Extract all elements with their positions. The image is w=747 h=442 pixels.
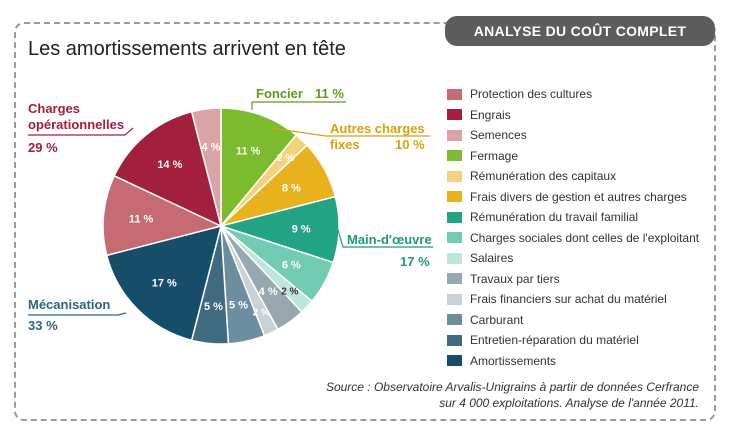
legend-swatch xyxy=(447,232,462,244)
pie-slice-label-4: 9 % xyxy=(292,224,311,236)
pie-slice-label-9: 5 % xyxy=(229,299,248,311)
legend-label: Protection des cultures xyxy=(470,87,593,102)
legend-swatch xyxy=(447,273,462,285)
legend-item: Carburant xyxy=(447,310,699,331)
legend-item: Rémunération des capitaux xyxy=(447,166,699,187)
legend-swatch xyxy=(447,129,462,141)
legend-label: Frais financiers sur achat du matériel xyxy=(470,292,667,307)
legend-label: Amortissements xyxy=(470,353,557,368)
legend-item: Amortissements xyxy=(447,351,699,372)
pie-slice-label-13: 14 % xyxy=(157,159,182,171)
legend-label: Charges sociales dont celles de l'exploi… xyxy=(470,230,700,245)
pie-slice-label-14: 4 % xyxy=(201,141,220,153)
pie-slice-label-3: 8 % xyxy=(282,182,301,194)
section-tag: ANALYSE DU COÛT COMPLET xyxy=(445,16,715,46)
legend-swatch xyxy=(447,150,462,162)
legend-item: Salaires xyxy=(447,248,699,269)
legend-label: Frais divers de gestion et autres charge… xyxy=(470,189,687,204)
legend-item: Rémunération du travail familial xyxy=(447,207,699,228)
pie-slice-1 xyxy=(220,107,298,229)
group-pct-1: 11 % xyxy=(315,86,344,101)
legend-item: Engrais xyxy=(447,105,699,126)
legend-label: Salaires xyxy=(470,251,514,266)
legend-label: Semences xyxy=(470,128,527,143)
legend-item: Entretien-réparation du matériel xyxy=(447,330,699,351)
pie-slices xyxy=(102,107,340,345)
legend-label: Carburant xyxy=(470,312,524,327)
legend-label: Fermage xyxy=(470,148,519,163)
legend-item: Protection des cultures xyxy=(447,84,699,105)
legend-swatch xyxy=(447,191,462,203)
pie-slice-label-8: 2 % xyxy=(253,307,270,318)
group-leader-line-4 xyxy=(28,312,127,316)
source-note: Source : Observatoire Arvalis-Unigrains … xyxy=(326,379,699,411)
group-label-1: Foncier xyxy=(256,86,303,101)
legend-label: Rémunération des capitaux xyxy=(470,169,617,184)
legend-swatch xyxy=(447,211,462,223)
group-label-3: Main-d'œuvre xyxy=(347,232,432,247)
chart-title: Les amortissements arrivent en tête xyxy=(28,38,346,60)
legend-label: Rémunération du travail familial xyxy=(470,210,639,225)
legend-label: Entretien-réparation du matériel xyxy=(470,333,639,348)
legend-swatch xyxy=(447,314,462,326)
pie-slice-labels: 11 %2 %8 %9 %6 %2 %4 %2 %5 %5 %17 %11 %1… xyxy=(129,141,311,318)
legend-label: Engrais xyxy=(470,107,511,122)
legend-swatch xyxy=(447,334,462,346)
group-label-2: Autres charges fixes xyxy=(330,121,425,152)
legend-item: Travaux par tiers xyxy=(447,269,699,290)
pie-slice-label-2: 2 % xyxy=(277,153,294,164)
legend-swatch xyxy=(447,88,462,100)
group-pct-3: 17 % xyxy=(400,254,430,269)
group-leader-line-1 xyxy=(251,101,346,110)
legend-item: Frais divers de gestion et autres charge… xyxy=(447,187,699,208)
legend-item: Charges sociales dont celles de l'exploi… xyxy=(447,228,699,249)
pie-slice-label-5: 6 % xyxy=(282,260,301,272)
pie-slice-label-1: 11 % xyxy=(236,146,261,158)
source-line-1: Source : Observatoire Arvalis-Unigrains … xyxy=(325,380,699,394)
group-pct-2: 10 % xyxy=(395,137,425,152)
legend-item: Semences xyxy=(447,125,699,146)
pie-slice-label-11: 17 % xyxy=(152,278,177,290)
group-pct-5: 29 % xyxy=(28,140,58,155)
group-leader-line-5 xyxy=(28,127,134,136)
group-pct-4: 33 % xyxy=(28,318,58,333)
legend-item: Frais financiers sur achat du matériel xyxy=(447,289,699,310)
group-leader-lines xyxy=(28,101,433,316)
pie-slice-label-12: 11 % xyxy=(129,213,154,225)
pie-slice-11 xyxy=(105,224,223,342)
legend-label: Travaux par tiers xyxy=(470,271,560,286)
pie-slice-13 xyxy=(113,110,223,228)
pie-slice-14 xyxy=(190,107,222,227)
legend-swatch xyxy=(447,170,462,182)
legend: Protection des cultures Engrais Semences Fe… xyxy=(447,84,699,371)
chart-frame xyxy=(14,22,716,421)
legend-item: Fermage xyxy=(447,146,699,167)
group-label-5: Charges opérationnelles xyxy=(28,101,125,132)
group-leader-line-3 xyxy=(337,229,433,248)
legend-swatch xyxy=(447,109,462,121)
legend-swatch xyxy=(447,252,462,264)
pie-slice-12 xyxy=(102,174,224,257)
pie-slice-label-10: 5 % xyxy=(204,301,223,313)
legend-swatch xyxy=(447,293,462,305)
legend-swatch xyxy=(447,355,462,367)
source-line-2: sur 4 000 exploitations. Analyse de l'an… xyxy=(439,396,699,410)
pie-slice-label-6: 2 % xyxy=(281,287,298,298)
pie-slice-label-7: 4 % xyxy=(259,286,278,298)
group-label-4: Mécanisation xyxy=(28,297,111,312)
group-leader-line-2 xyxy=(269,127,430,137)
